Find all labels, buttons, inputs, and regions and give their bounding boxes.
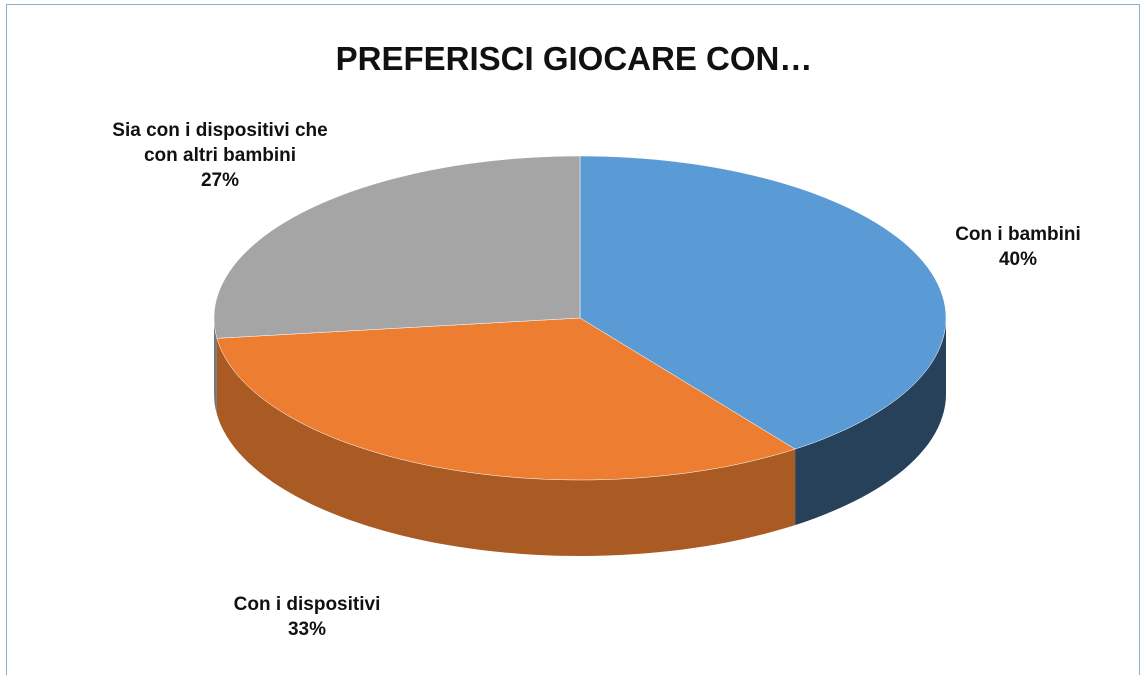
pie-side bbox=[214, 318, 217, 415]
data-label: Sia con i dispositivi che con altri bamb… bbox=[100, 118, 340, 193]
pie-slice bbox=[213, 155, 581, 339]
pie-slice bbox=[579, 155, 947, 450]
label-value: 40% bbox=[998, 249, 1038, 270]
chart-frame bbox=[6, 4, 1140, 675]
pie-side bbox=[216, 338, 796, 556]
label-category: Con i bambini bbox=[955, 224, 1081, 245]
pie-slice bbox=[216, 317, 796, 481]
label-category: Con i dispositivi bbox=[233, 594, 381, 615]
data-label: Con i bambini 40% bbox=[888, 222, 1148, 272]
chart-title: PREFERISCI GIOCARE CON… bbox=[335, 40, 813, 77]
label-category: Sia con i dispositivi che con altri bamb… bbox=[112, 120, 328, 166]
label-value: 33% bbox=[287, 619, 327, 640]
label-value: 27% bbox=[200, 170, 240, 191]
pie-side bbox=[795, 318, 946, 526]
data-label: Con i dispositivi 33% bbox=[157, 592, 457, 642]
